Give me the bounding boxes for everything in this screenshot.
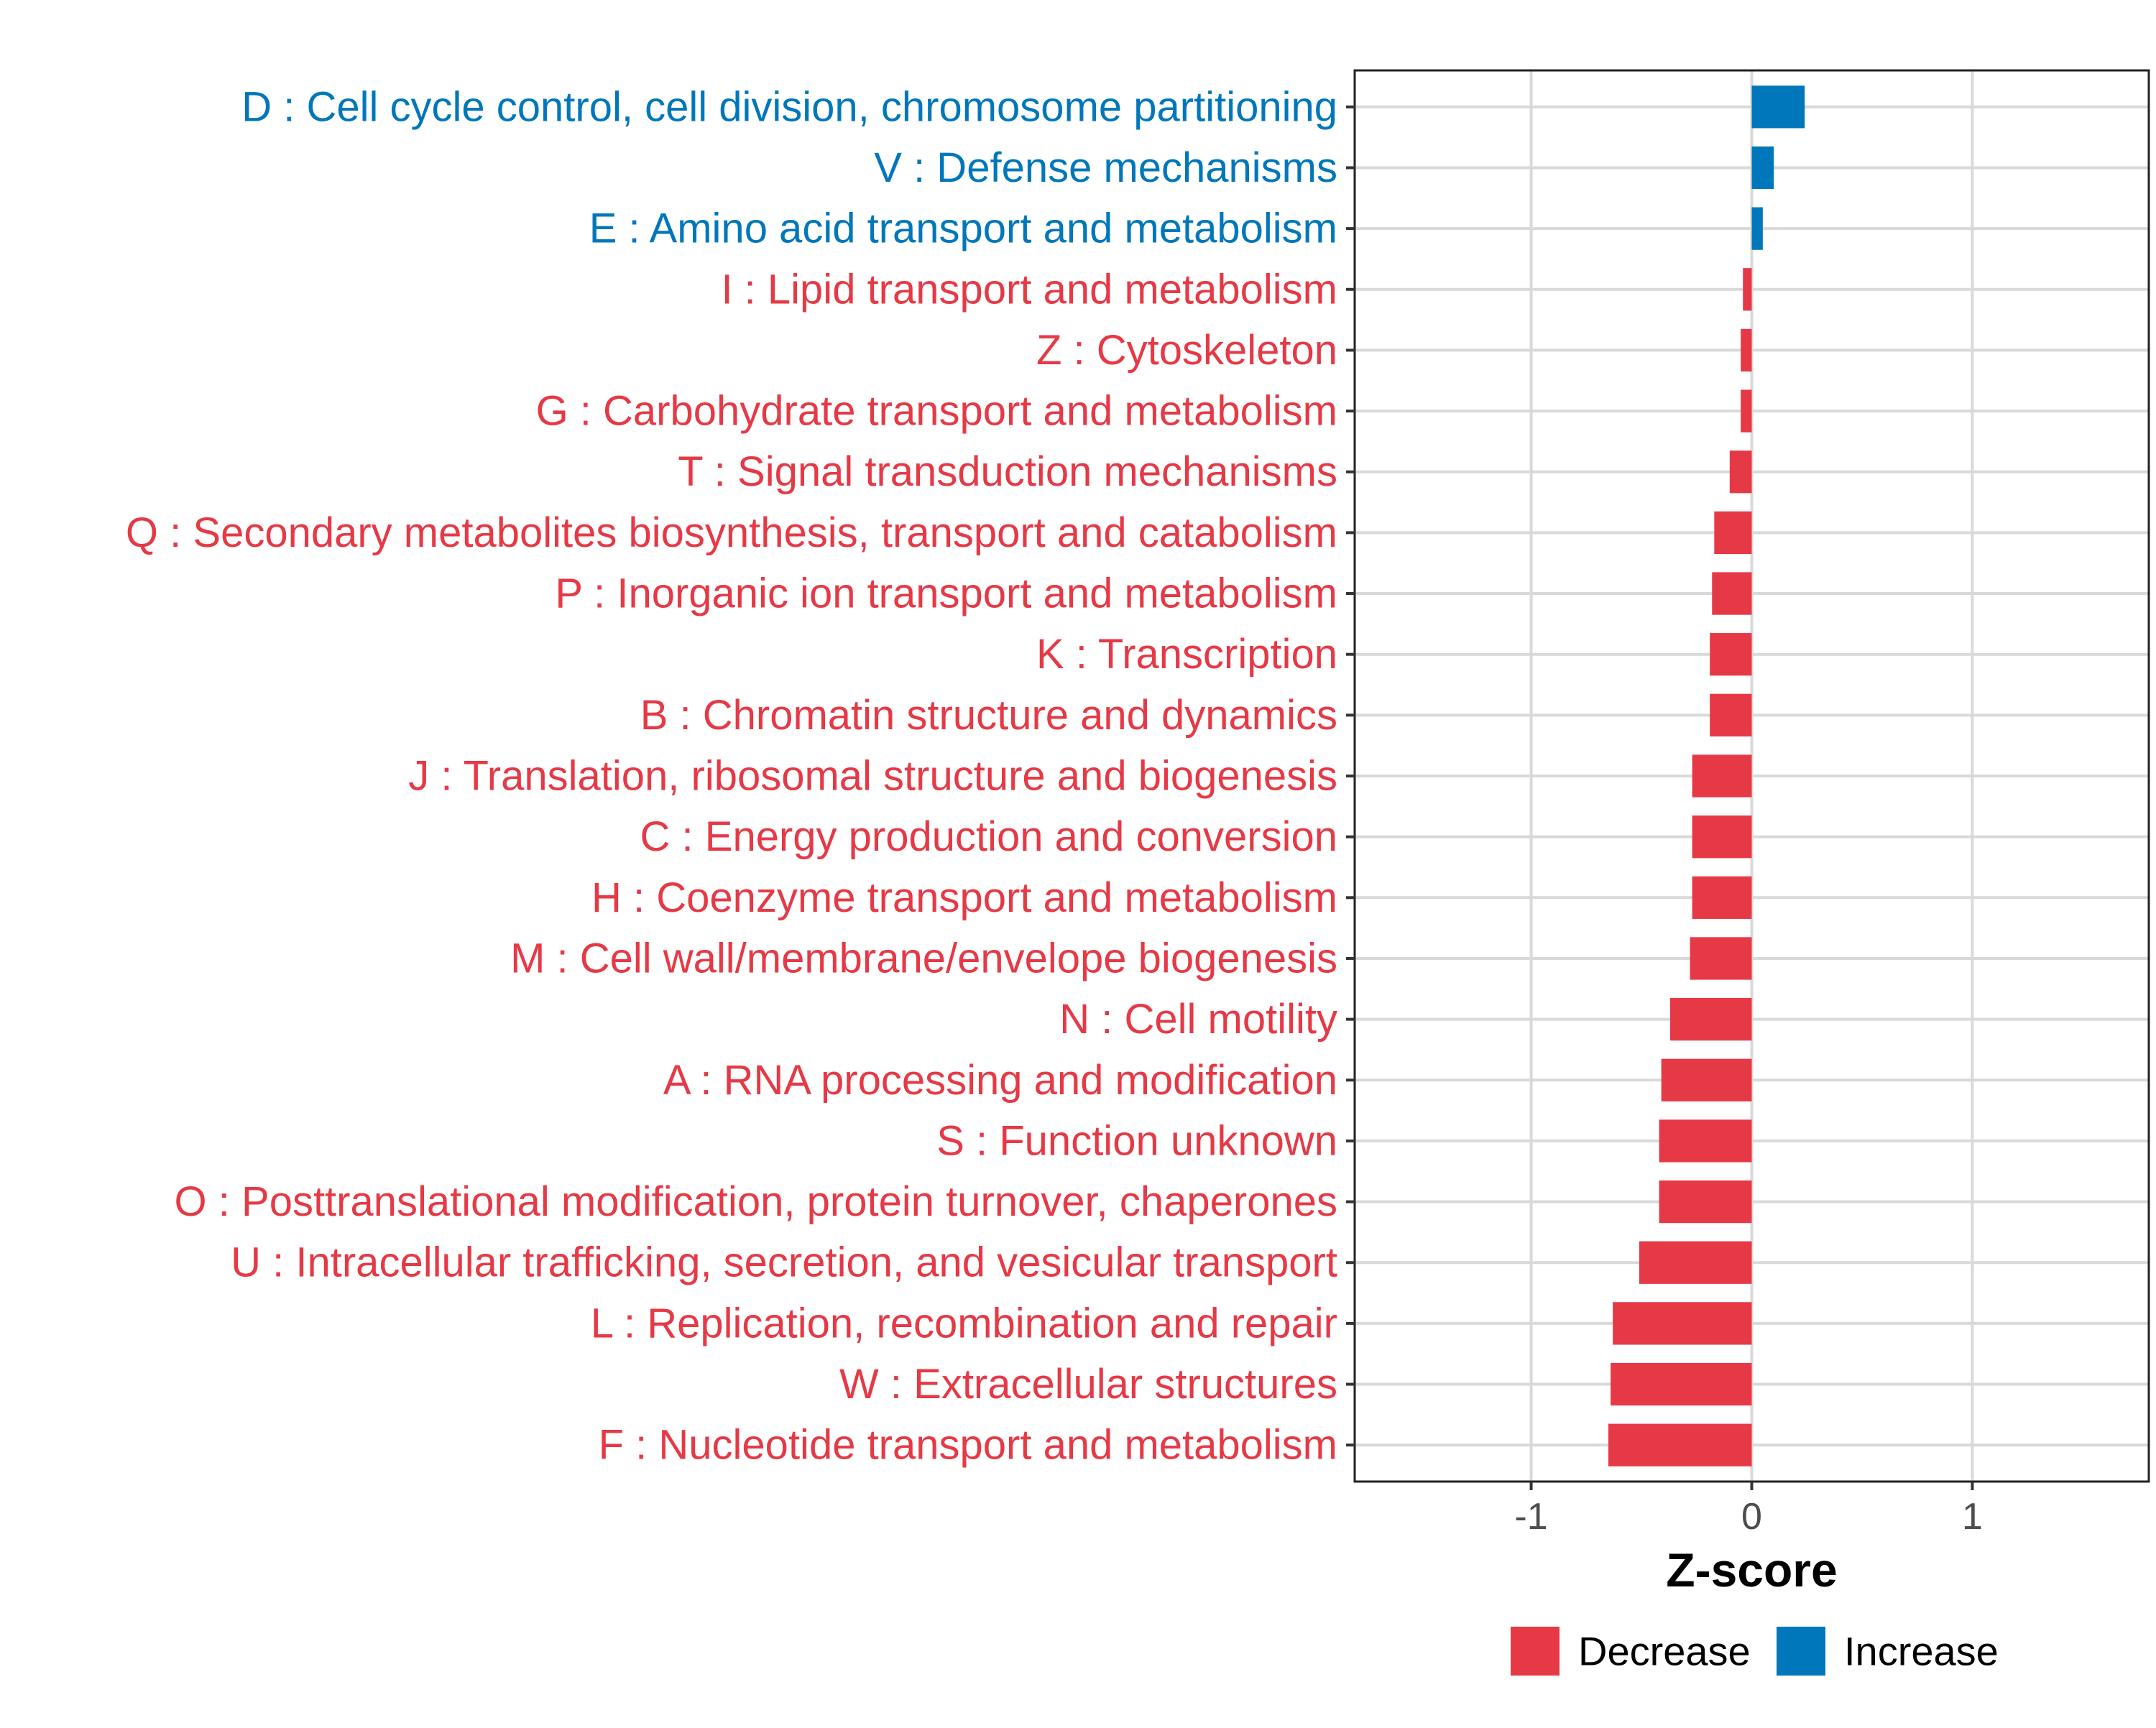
bar (1741, 389, 1752, 433)
x-tick-label: 1 (1962, 1496, 1983, 1538)
category-label: L : Replication, recombination and repai… (591, 1300, 1337, 1346)
y-axis-ticks (1346, 105, 1355, 1447)
legend-label: Decrease (1578, 1629, 1751, 1674)
category-label: C : Energy production and conversion (640, 813, 1337, 860)
category-label: M : Cell wall/membrane/envelope biogenes… (510, 935, 1337, 981)
bar (1751, 207, 1763, 250)
bar (1613, 1302, 1752, 1345)
bar (1743, 268, 1752, 311)
bar (1714, 511, 1752, 555)
category-label: S : Function unknown (936, 1117, 1337, 1164)
bar (1751, 86, 1805, 129)
bar (1692, 754, 1752, 798)
bar (1751, 146, 1774, 190)
legend-swatch (1511, 1627, 1560, 1676)
category-label: A : RNA processing and modification (663, 1057, 1337, 1104)
category-label: K : Transcription (1036, 631, 1337, 678)
bar (1639, 1241, 1752, 1284)
x-tick-label: -1 (1514, 1496, 1547, 1538)
bar (1611, 1362, 1752, 1406)
legend-label: Increase (1844, 1629, 1999, 1674)
category-label: G : Carbohydrate transport and metabolis… (536, 388, 1337, 435)
x-axis-ticks: -1 0 1 (1514, 1482, 1983, 1538)
category-label: V : Defense mechanisms (874, 144, 1337, 191)
bar (1692, 876, 1752, 919)
bar (1710, 693, 1752, 736)
category-label: O : Posttranslational modification, prot… (175, 1178, 1337, 1225)
bar (1669, 997, 1752, 1041)
bar (1710, 633, 1752, 676)
bar (1659, 1119, 1752, 1163)
category-label: D : Cell cycle control, cell division, c… (241, 83, 1337, 130)
category-label: F : Nucleotide transport and metabolism (599, 1422, 1337, 1469)
category-label: T : Signal transduction mechanisms (678, 448, 1337, 495)
x-axis-title: Z-score (1666, 1543, 1837, 1597)
category-label: U : Intracellular trafficking, secretion… (231, 1239, 1337, 1286)
category-labels: D : Cell cycle control, cell division, c… (126, 83, 1337, 1468)
category-label: H : Coenzyme transport and metabolism (591, 874, 1337, 921)
category-label: Z : Cytoskeleton (1036, 327, 1337, 374)
legend-swatch (1777, 1627, 1825, 1676)
bar (1741, 328, 1752, 372)
bars (1608, 86, 1805, 1466)
bar (1690, 937, 1752, 980)
bar (1729, 451, 1752, 494)
category-label: W : Extracellular structures (839, 1361, 1337, 1408)
bar (1661, 1058, 1752, 1101)
legend: Decrease Increase (1511, 1627, 1999, 1676)
category-label: J : Translation, ribosomal structure and… (408, 753, 1337, 800)
category-label: P : Inorganic ion transport and metaboli… (555, 570, 1337, 617)
category-label: I : Lipid transport and metabolism (721, 266, 1337, 313)
category-label: B : Chromatin structure and dynamics (640, 692, 1337, 739)
x-tick-label: 0 (1741, 1496, 1762, 1538)
category-label: N : Cell motility (1059, 996, 1337, 1043)
category-label: E : Amino acid transport and metabolism (589, 205, 1337, 252)
category-label: Q : Secondary metabolites biosynthesis, … (126, 509, 1337, 556)
bar (1659, 1180, 1752, 1224)
bar (1608, 1423, 1752, 1466)
bar (1692, 816, 1752, 859)
bar (1712, 572, 1752, 615)
